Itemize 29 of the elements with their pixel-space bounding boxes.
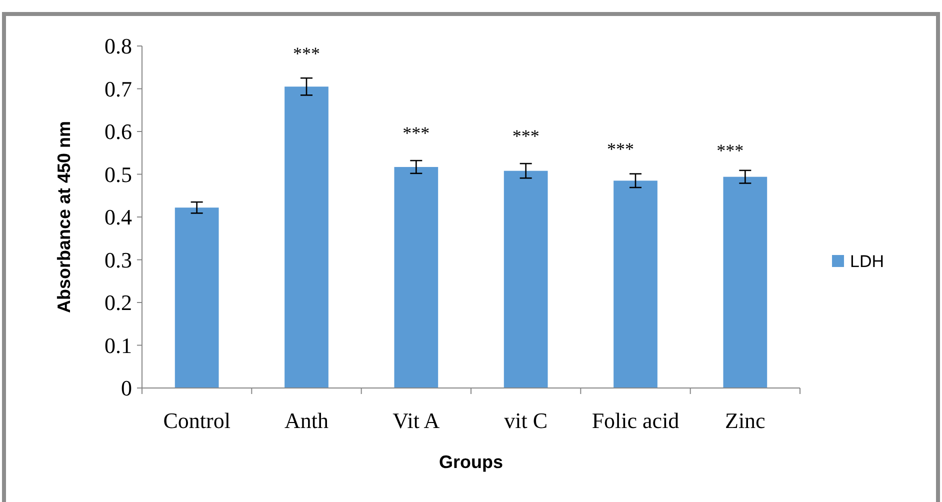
y-tick-label: 0 bbox=[121, 376, 132, 401]
annotation: *** bbox=[716, 140, 744, 161]
x-tick-label: Vit A bbox=[392, 408, 440, 433]
x-tick-label: Control bbox=[163, 408, 230, 433]
bar bbox=[723, 176, 768, 388]
y-tick-label: 0.6 bbox=[104, 119, 132, 144]
annotation: *** bbox=[293, 43, 320, 64]
y-tick-label: 0.2 bbox=[104, 290, 132, 316]
bar bbox=[174, 208, 219, 388]
y-tick-label: 0.4 bbox=[104, 204, 132, 230]
annotation: *** bbox=[607, 139, 634, 160]
x-tick-label: Zinc bbox=[725, 408, 766, 433]
x-axis-title: Groups bbox=[438, 452, 504, 472]
y-tick-label: 0.1 bbox=[104, 332, 132, 358]
bar bbox=[284, 86, 328, 388]
y-axis-title: Absorbance at 450 nm bbox=[54, 120, 74, 314]
x-tick-label: Anth bbox=[284, 408, 328, 433]
y-tick-label: 0.3 bbox=[104, 247, 132, 272]
legend-label: LDH bbox=[850, 252, 884, 271]
bar bbox=[394, 166, 438, 388]
annotation: *** bbox=[402, 122, 430, 143]
x-tick-label: Folic acid bbox=[592, 408, 680, 433]
y-tick-label: 0.7 bbox=[104, 76, 132, 102]
y-tick-label: 0.8 bbox=[104, 34, 132, 59]
x-tick-label: vit C bbox=[504, 408, 548, 433]
bar bbox=[504, 170, 548, 388]
bar bbox=[614, 180, 658, 388]
y-tick-label: 0.5 bbox=[104, 162, 132, 187]
annotation: *** bbox=[512, 126, 540, 146]
